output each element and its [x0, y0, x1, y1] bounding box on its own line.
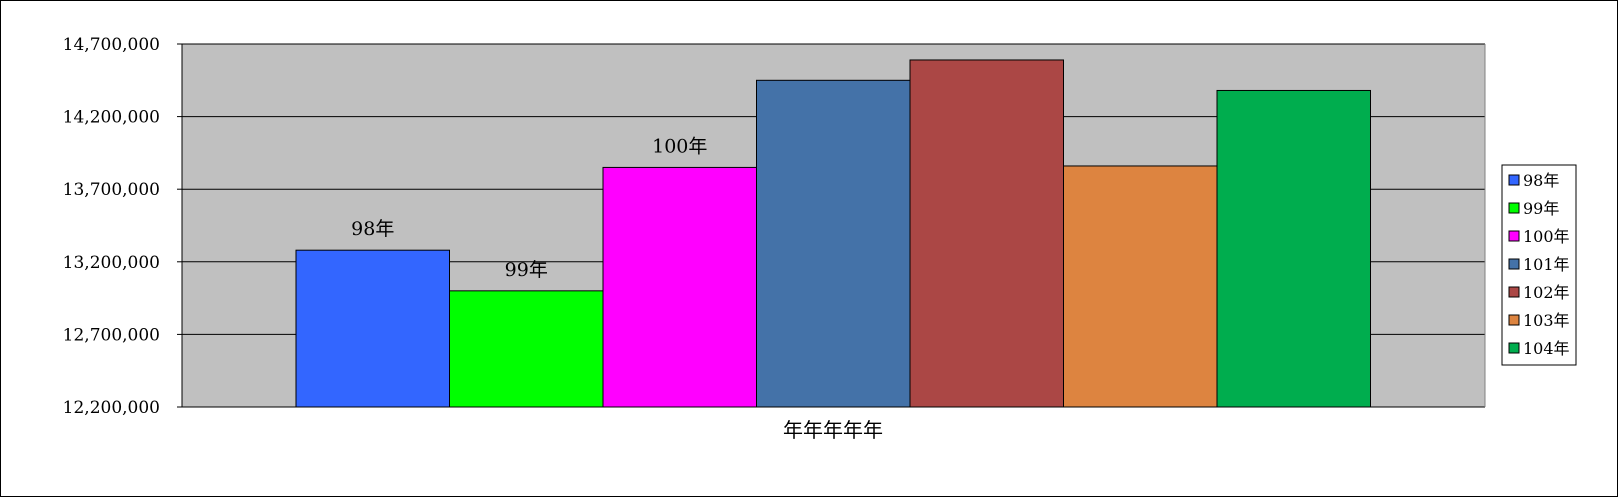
bar [1063, 165, 1218, 408]
data-label: 98年 [351, 218, 394, 240]
legend-label: 103年 [1523, 311, 1570, 330]
legend-swatch [1508, 202, 1520, 214]
bar [756, 79, 911, 408]
bars [295, 59, 1371, 408]
legend-swatch [1508, 258, 1520, 270]
legend-label: 98年 [1523, 171, 1559, 190]
legend-swatch [1508, 174, 1520, 186]
legend-label: 102年 [1523, 283, 1570, 302]
legend-label: 104年 [1523, 339, 1570, 358]
y-tick-label: 12,200,000 [63, 398, 160, 418]
legend-swatch [1508, 286, 1520, 298]
bar [602, 166, 757, 408]
data-label: 100年 [652, 135, 707, 157]
y-tick-label: 13,700,000 [63, 180, 160, 200]
data-labels: 98年 99年 100年 [351, 135, 707, 280]
bar [295, 249, 450, 408]
legend-label: 101年 [1523, 255, 1570, 274]
legend-label: 99年 [1523, 199, 1559, 218]
y-axis-ticks: 12,200,000 12,700,000 13,200,000 13,700,000… [63, 35, 182, 418]
legend-label: 100年 [1523, 227, 1570, 246]
data-label: 99年 [505, 259, 548, 281]
legend-swatch [1508, 342, 1520, 354]
y-tick-label: 14,700,000 [63, 35, 160, 55]
x-axis-label: 年年年年年 [783, 418, 883, 442]
y-tick-label: 12,700,000 [63, 325, 160, 345]
bar [909, 59, 1064, 408]
legend: 98年 99年 100年 101年 102年 103年 104年 [1501, 164, 1577, 366]
bar [449, 290, 604, 408]
legend-swatch [1508, 230, 1520, 242]
legend-swatch [1508, 314, 1520, 326]
y-tick-label: 13,200,000 [63, 253, 160, 273]
y-tick-label: 14,200,000 [63, 108, 160, 128]
bar [1216, 89, 1371, 408]
